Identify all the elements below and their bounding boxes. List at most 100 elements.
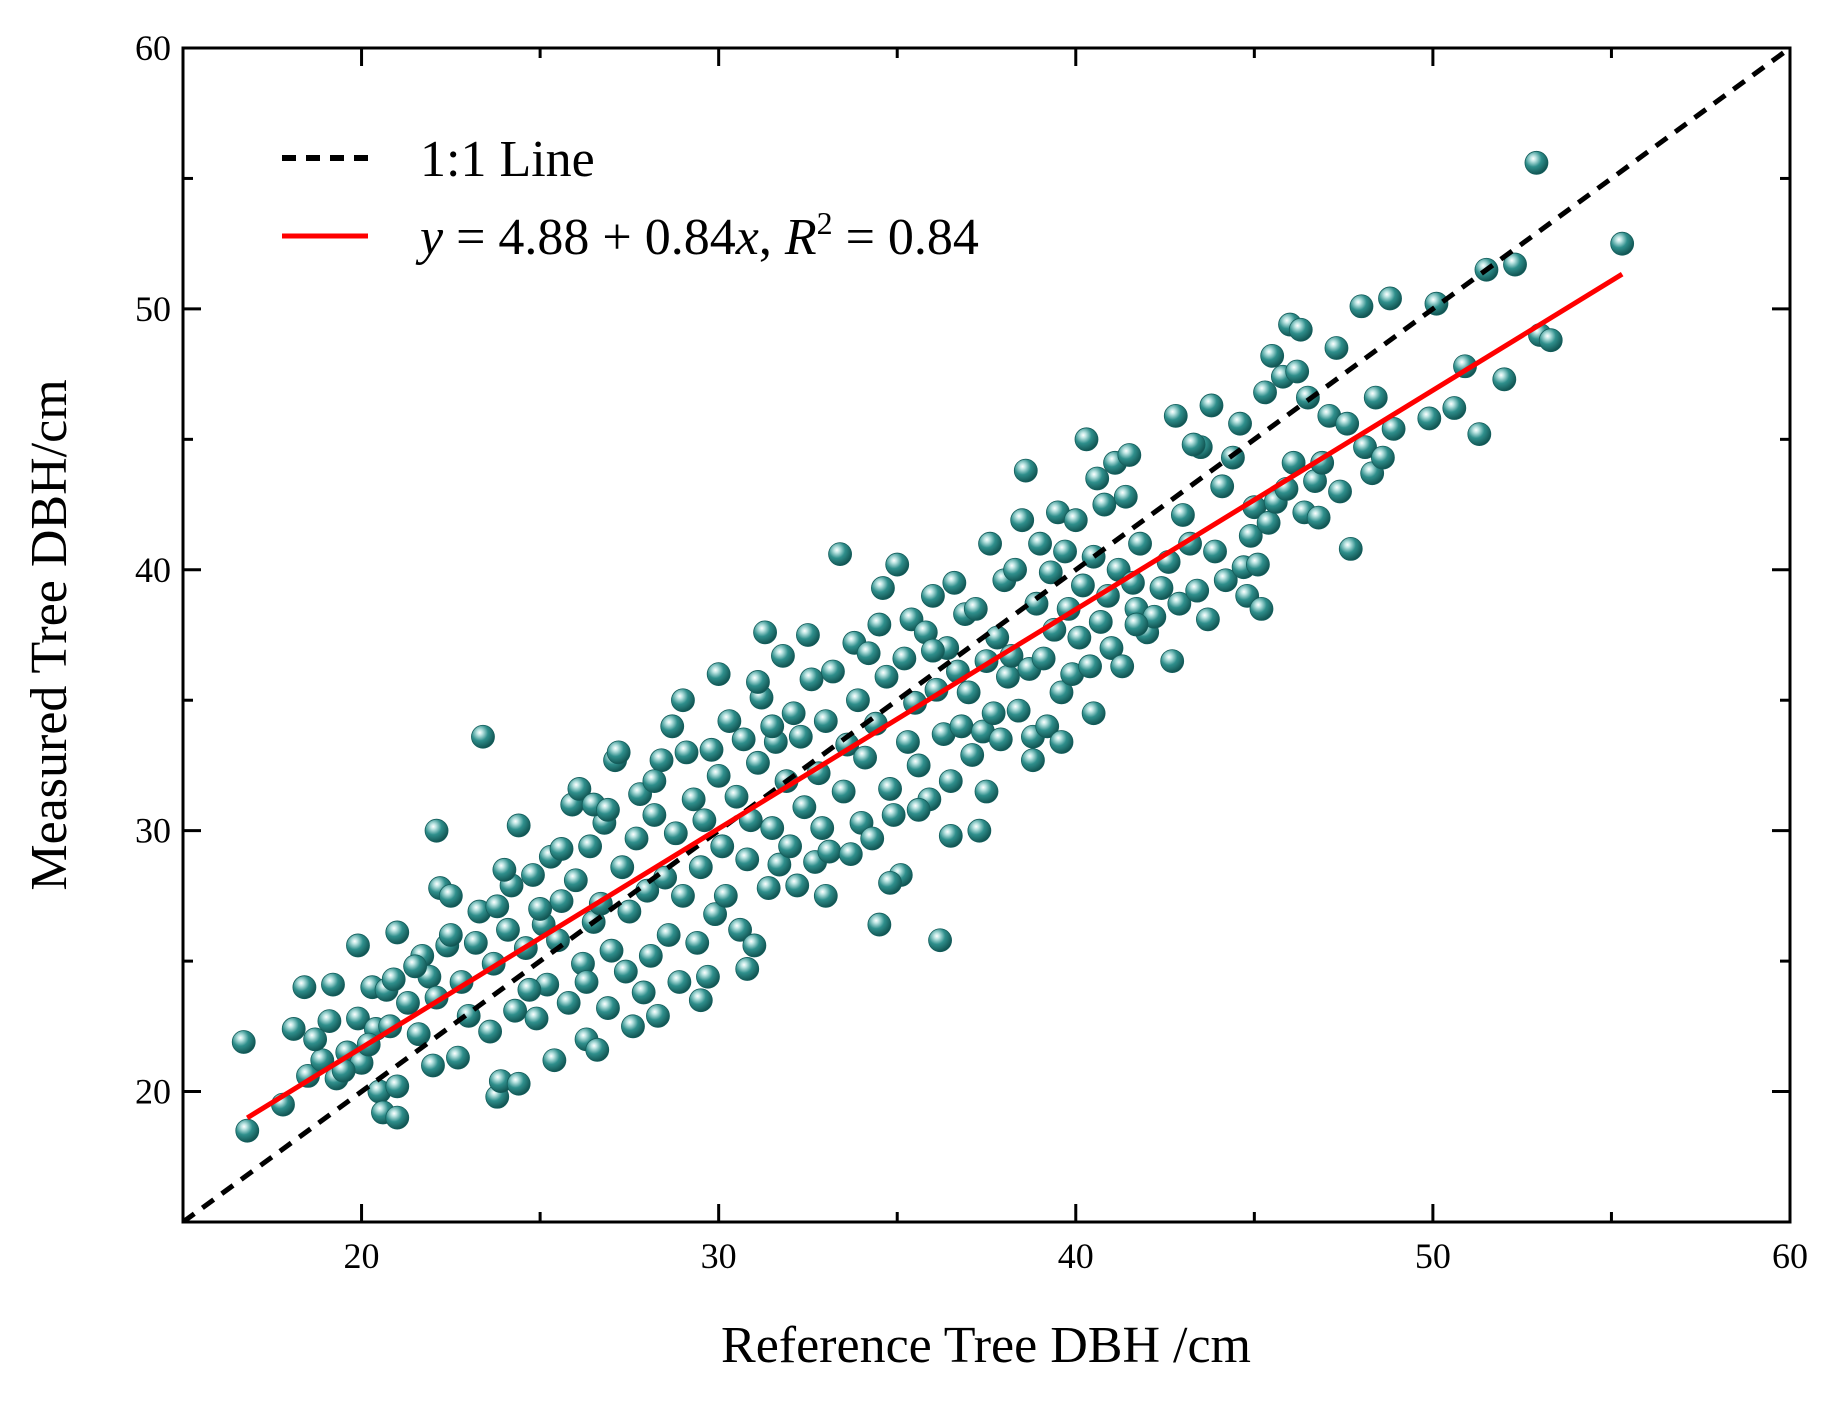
- legend-label-fit: y = 4.88 + 0.84x, R2 = 0.84: [415, 205, 979, 266]
- scatter-point: [1203, 539, 1227, 564]
- scatter-point: [785, 873, 810, 898]
- scatter-point: [506, 1071, 531, 1096]
- scatter-point: [731, 727, 756, 752]
- scatter-point: [446, 1045, 470, 1070]
- scatter-point: [688, 988, 713, 1013]
- scatter-point: [1181, 432, 1206, 457]
- scatter-point: [406, 1022, 431, 1047]
- scatter-point: [478, 1019, 503, 1044]
- scatter-point: [1246, 552, 1270, 577]
- scatter-point: [1338, 537, 1363, 561]
- legend-fit-part-3: x: [735, 209, 759, 266]
- scatter-point: [985, 625, 1010, 650]
- legend-fit-part-7: = 0.84: [833, 209, 979, 266]
- scatter-point: [856, 641, 881, 666]
- scatter-point: [1524, 150, 1549, 175]
- scatter-points: [231, 150, 1635, 1143]
- y-tick-label: 30: [135, 811, 171, 851]
- plot-frame: [181, 46, 1792, 1224]
- scatter-point: [606, 740, 631, 765]
- scatter-point: [1249, 597, 1274, 621]
- scatter-point: [706, 662, 731, 687]
- scatter-point: [1035, 714, 1060, 739]
- scatter-point: [671, 688, 695, 713]
- scatter-point: [746, 750, 770, 775]
- scatter-point: [1285, 359, 1310, 384]
- scatter-point: [1167, 591, 1192, 616]
- scatter-point: [988, 727, 1013, 752]
- scatter-point: [281, 1017, 306, 1041]
- scatter-point: [896, 730, 920, 754]
- scatter-point: [885, 552, 910, 577]
- scatter-point: [396, 990, 420, 1015]
- scatter-point: [556, 990, 581, 1015]
- scatter-point: [1160, 649, 1185, 673]
- scatter-point: [921, 638, 945, 663]
- scatter-point: [1003, 557, 1027, 582]
- scatter-point: [438, 883, 463, 908]
- scatter-point: [978, 531, 1002, 556]
- legend-fit-part-6: 2: [817, 205, 833, 241]
- scatter-point: [728, 917, 752, 942]
- scatter-point: [1021, 748, 1045, 773]
- scatter-point: [1185, 578, 1210, 603]
- scatter-point: [1024, 591, 1049, 616]
- scatter-point: [1049, 730, 1074, 754]
- scatter-point: [871, 576, 895, 600]
- scatter-point: [706, 763, 731, 788]
- scatter-point: [1071, 573, 1095, 598]
- scatter-point: [671, 883, 695, 908]
- scatter-point: [1503, 252, 1527, 277]
- scatter-point: [599, 938, 624, 963]
- scatter-point: [1028, 531, 1052, 556]
- scatter-point: [846, 688, 870, 713]
- scatter-point: [1013, 458, 1038, 483]
- scatter-point: [1335, 411, 1360, 436]
- scatter-point: [867, 612, 892, 637]
- scatter-point: [1171, 503, 1195, 527]
- scatter-point: [1085, 466, 1110, 491]
- scatter-point: [742, 933, 767, 958]
- legend-fit-part-2: = 4.88 + 0.84: [443, 209, 736, 266]
- scatter-point: [521, 863, 545, 887]
- scatter-point: [624, 826, 649, 851]
- scatter-point: [996, 664, 1020, 689]
- scatter-point: [1063, 508, 1088, 533]
- scatter-point: [674, 740, 699, 765]
- scatter-point: [799, 667, 824, 692]
- scatter-point: [1324, 336, 1349, 360]
- scatter-point: [303, 1027, 328, 1052]
- scatter-point: [735, 957, 760, 981]
- x-tick-label: 40: [1058, 1236, 1094, 1276]
- scatter-point: [1113, 484, 1138, 509]
- scatter-point: [760, 816, 785, 840]
- scatter-point: [549, 889, 574, 914]
- scatter-point: [1228, 411, 1252, 436]
- scatter-point: [938, 769, 963, 793]
- scatter-point: [496, 917, 520, 942]
- scatter-point: [1349, 294, 1374, 319]
- scatter-point: [1199, 393, 1224, 418]
- scatter-point: [663, 821, 688, 846]
- scatter-point: [1288, 317, 1313, 342]
- scatter-point: [713, 883, 738, 908]
- scatter-point: [892, 646, 917, 671]
- scatter-point: [881, 803, 906, 827]
- scatter-point: [549, 837, 574, 861]
- scatter-point: [813, 883, 838, 908]
- scatter-point: [796, 623, 820, 647]
- scatter-point: [1260, 343, 1285, 368]
- y-tick-label: 60: [135, 28, 171, 68]
- scatter-point: [967, 818, 992, 843]
- scatter-point: [960, 743, 985, 767]
- scatter-point: [667, 970, 692, 994]
- legend-label-1to1: 1:1 Line: [420, 131, 595, 188]
- scatter-point: [1031, 646, 1056, 671]
- scatter-point: [838, 842, 863, 867]
- scatter-point: [610, 855, 635, 880]
- legend-fit-part-1: y: [415, 209, 444, 266]
- scatter-point: [788, 724, 813, 749]
- scatter-point: [1306, 505, 1331, 530]
- scatter-point: [781, 701, 806, 726]
